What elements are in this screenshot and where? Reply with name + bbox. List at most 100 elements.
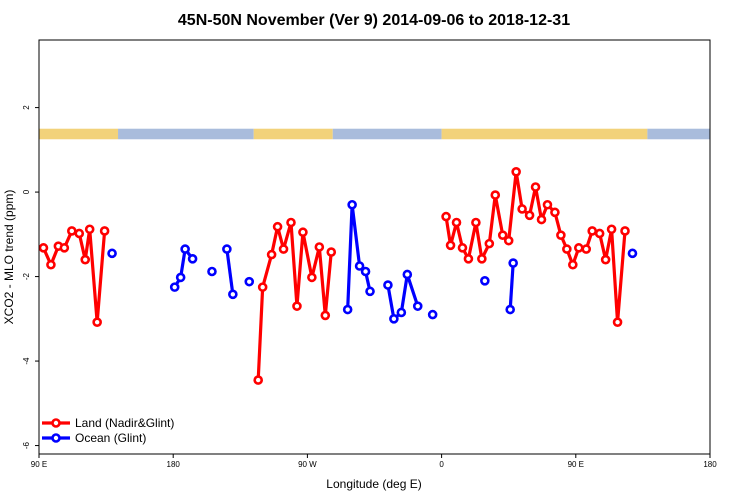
legend: Land (Nadir&Glint)Ocean (Glint) (42, 416, 174, 445)
ocean-data-point (412, 301, 423, 311)
ocean-data-point (228, 289, 238, 300)
y-tick-label: -2 (22, 272, 31, 280)
land-data-point (477, 254, 487, 264)
ocean-data-point (354, 261, 365, 271)
land-data-point (556, 230, 566, 240)
x-tick-label: 180 (167, 460, 181, 469)
ocean-series-line (225, 248, 235, 295)
land-data-point (536, 214, 547, 225)
land-data-point (594, 228, 605, 239)
ocean-data-point (480, 275, 490, 286)
ocean-data-point (207, 266, 217, 277)
ocean-data-point (222, 244, 232, 254)
ocean-data-point (402, 269, 413, 280)
land-data-point (286, 217, 296, 228)
legend-label: Land (Nadir&Glint) (75, 416, 174, 430)
x-tick-label: 90 E (568, 460, 584, 469)
land-series-line (444, 170, 627, 324)
plot-frame (38, 39, 711, 455)
land-data-point (517, 204, 527, 214)
land-data-point (441, 211, 451, 222)
land-data-point (266, 249, 277, 260)
ocean-data-point (505, 304, 515, 315)
ocean-data-point (169, 282, 180, 292)
land-data-point (292, 301, 302, 311)
land-data-point (463, 254, 474, 264)
land-data-point (573, 243, 584, 253)
x-tick-label: 90 W (298, 460, 317, 469)
land-data-point (307, 272, 317, 283)
y-tick-label: -6 (22, 441, 31, 449)
land-data-point (484, 238, 495, 249)
y-tick-label: 0 (22, 189, 31, 194)
legend-marker (51, 433, 61, 443)
land-data-point (490, 190, 501, 200)
land-data-point (606, 224, 617, 235)
land-data-point (38, 243, 49, 253)
land-series-line (42, 227, 107, 324)
land-data-point (503, 235, 514, 246)
ocean-data-point (508, 258, 518, 268)
land-data-point (46, 259, 56, 270)
land-data-point (320, 310, 331, 321)
land-data-point (457, 243, 468, 253)
land-data-point (99, 226, 110, 236)
legend-marker (51, 418, 61, 428)
band-segment-ocean (118, 128, 254, 140)
y-tick-label: -4 (22, 357, 31, 365)
ocean-data-point (175, 272, 186, 283)
land-data-point (67, 226, 77, 236)
ocean-data-point (244, 276, 255, 287)
y-tick-label: 2 (22, 105, 31, 110)
land-data-point (471, 217, 481, 228)
x-axis: 90 E 180 90 W 0 90 E 180 (31, 454, 717, 469)
band-segment-land (441, 128, 648, 140)
band-segment-ocean (647, 128, 710, 140)
ocean-series-line (508, 262, 515, 310)
x-axis-label: Longitude (deg E) (326, 477, 421, 491)
land-ocean-band (39, 128, 710, 140)
land-data-point (445, 240, 456, 251)
land-data-point (80, 254, 91, 265)
land-series-line (256, 220, 333, 381)
x-tick-label: 90 E (31, 460, 47, 469)
land-data-point (497, 230, 508, 240)
ocean-data-point (107, 248, 117, 259)
land-data-point (511, 167, 521, 177)
land-data-point (530, 182, 541, 192)
land-data-point (257, 282, 268, 292)
land-data-point (587, 226, 598, 236)
x-tick-label: 0 (439, 460, 444, 469)
land-data-point (74, 228, 85, 239)
land-data-point (550, 207, 560, 218)
ocean-series-line (173, 247, 194, 288)
ocean-data-point (427, 309, 438, 320)
legend-label: Ocean (Glint) (75, 431, 146, 445)
land-data-point (581, 244, 592, 254)
y-axis: -6 -4 -2 0 2 (22, 105, 39, 449)
series-layer (38, 167, 638, 385)
ocean-data-point (383, 280, 393, 290)
band-segment-land (39, 128, 119, 140)
land-data-point (84, 224, 95, 235)
band-segment-land (253, 128, 333, 140)
land-data-point (278, 244, 289, 254)
band-segment-ocean (332, 128, 442, 140)
land-data-point (451, 217, 462, 228)
ocean-data-point (187, 254, 198, 264)
land-data-point (253, 375, 263, 385)
ocean-data-point (180, 244, 190, 254)
land-data-point (620, 226, 630, 236)
land-data-point (524, 210, 535, 221)
land-data-point (612, 317, 623, 327)
land-data-point (542, 199, 553, 210)
land-data-point (600, 254, 611, 265)
y-axis-label: XCO2 - MLO trend (ppm) (2, 190, 16, 325)
ocean-data-point (365, 286, 375, 297)
land-data-point (562, 244, 572, 254)
ocean-data-point (396, 307, 407, 318)
ocean-data-point (347, 199, 357, 210)
ocean-data-point (627, 248, 638, 259)
land-data-point (59, 243, 70, 253)
